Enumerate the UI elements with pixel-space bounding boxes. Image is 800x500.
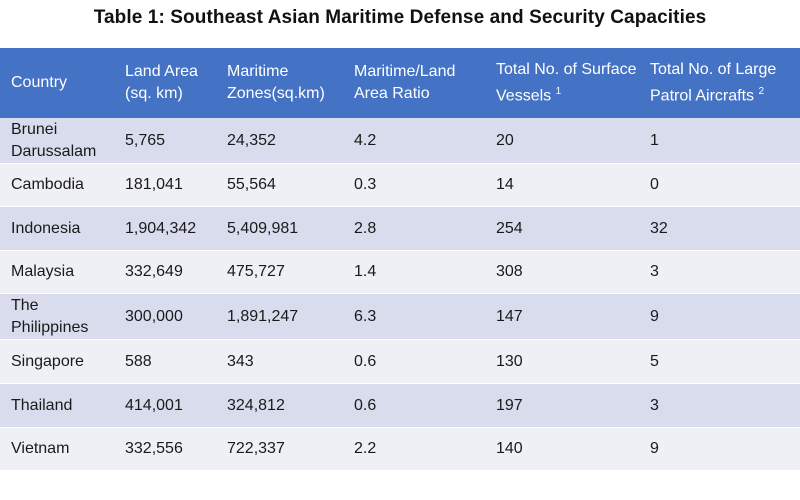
cell-surface-vessels: 147	[485, 293, 639, 340]
cell-patrol-aircrafts: 1	[639, 118, 800, 164]
cell-country: The Philippines	[0, 293, 114, 340]
cell-surface-vessels: 20	[485, 118, 639, 164]
header-maritime-zones: Maritime Zones(sq.km)	[216, 48, 343, 118]
cell-land-area: 1,904,342	[114, 206, 216, 251]
cell-country: Vietnam	[0, 427, 114, 471]
cell-surface-vessels: 254	[485, 206, 639, 251]
header-land-area: Land Area (sq. km)	[114, 48, 216, 118]
cell-maritime-zones: 722,337	[216, 427, 343, 471]
cell-patrol-aircrafts: 32	[639, 206, 800, 251]
table-title: Table 1: Southeast Asian Maritime Defens…	[93, 7, 707, 28]
cell-country: Brunei Darussalam	[0, 118, 114, 164]
table-row: The Philippines 300,000 1,891,247 6.3 14…	[0, 293, 800, 340]
cell-patrol-aircrafts: 9	[639, 293, 800, 340]
cell-surface-vessels: 140	[485, 427, 639, 471]
cell-land-area: 332,556	[114, 427, 216, 471]
cell-surface-vessels: 308	[485, 250, 639, 294]
cell-land-area: 588	[114, 339, 216, 384]
cell-maritime-zones: 475,727	[216, 250, 343, 294]
cell-area-ratio: 1.4	[343, 250, 485, 294]
table-row: Singapore 588 343 0.6 130 5	[0, 339, 800, 384]
cell-land-area: 300,000	[114, 293, 216, 340]
footnote-marker: 2	[758, 85, 765, 97]
cell-area-ratio: 6.3	[343, 293, 485, 340]
cell-patrol-aircrafts: 5	[639, 339, 800, 384]
footnote-marker: 1	[555, 85, 562, 97]
cell-area-ratio: 0.3	[343, 163, 485, 207]
cell-land-area: 414,001	[114, 383, 216, 428]
cell-surface-vessels: 130	[485, 339, 639, 384]
cell-maritime-zones: 55,564	[216, 163, 343, 207]
cell-maritime-zones: 1,891,247	[216, 293, 343, 340]
table-row: Vietnam 332,556 722,337 2.2 140 9	[0, 427, 800, 471]
cell-maritime-zones: 324,812	[216, 383, 343, 428]
cell-maritime-zones: 24,352	[216, 118, 343, 164]
header-patrol-aircrafts: Total No. of Large Patrol Aircrafts 2	[639, 48, 800, 118]
cell-land-area: 332,649	[114, 250, 216, 294]
cell-land-area: 5,765	[114, 118, 216, 164]
cell-area-ratio: 4.2	[343, 118, 485, 164]
cell-country: Cambodia	[0, 163, 114, 207]
header-area-ratio: Maritime/Land Area Ratio	[343, 48, 485, 118]
cell-country: Singapore	[0, 339, 114, 384]
cell-country: Malaysia	[0, 250, 114, 294]
table-row: Cambodia 181,041 55,564 0.3 14 0	[0, 163, 800, 207]
cell-patrol-aircrafts: 0	[639, 163, 800, 207]
cell-area-ratio: 2.2	[343, 427, 485, 471]
cell-land-area: 181,041	[114, 163, 216, 207]
cell-surface-vessels: 14	[485, 163, 639, 207]
cell-country: Indonesia	[0, 206, 114, 251]
cell-area-ratio: 0.6	[343, 339, 485, 384]
table-row: Brunei Darussalam 5,765 24,352 4.2 20 1	[0, 118, 800, 164]
header-row: Country Land Area (sq. km) Maritime Zone…	[0, 48, 800, 118]
maritime-capacity-table: Country Land Area (sq. km) Maritime Zone…	[0, 48, 800, 471]
cell-patrol-aircrafts: 9	[639, 427, 800, 471]
table-row: Thailand 414,001 324,812 0.6 197 3	[0, 383, 800, 428]
cell-country: Thailand	[0, 383, 114, 428]
cell-area-ratio: 0.6	[343, 383, 485, 428]
table-row: Malaysia 332,649 475,727 1.4 308 3	[0, 250, 800, 294]
cell-maritime-zones: 5,409,981	[216, 206, 343, 251]
cell-surface-vessels: 197	[485, 383, 639, 428]
cell-area-ratio: 2.8	[343, 206, 485, 251]
cell-patrol-aircrafts: 3	[639, 250, 800, 294]
cell-maritime-zones: 343	[216, 339, 343, 384]
header-surface-vessels: Total No. of Surface Vessels 1	[485, 48, 639, 118]
header-country: Country	[0, 48, 114, 118]
table-row: Indonesia 1,904,342 5,409,981 2.8 254 32	[0, 206, 800, 251]
cell-patrol-aircrafts: 3	[639, 383, 800, 428]
